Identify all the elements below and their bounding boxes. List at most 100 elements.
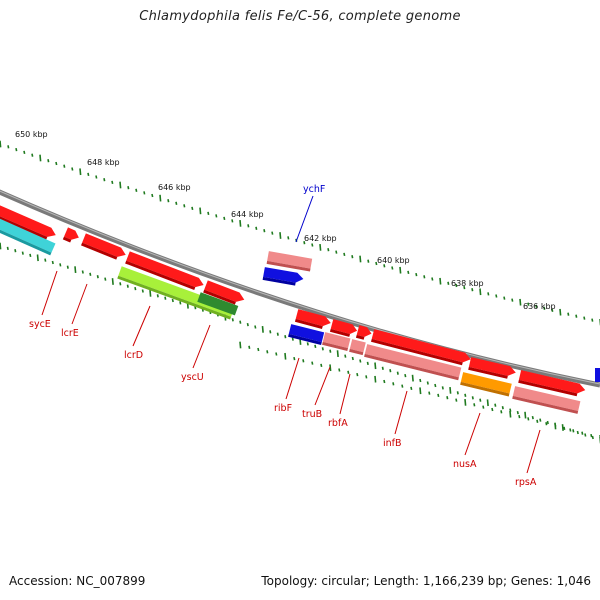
gene-shadow	[364, 353, 459, 381]
scale-tick	[516, 410, 519, 415]
gene-arrow-infB[interactable]	[371, 329, 472, 364]
gene-shadow	[329, 328, 351, 337]
scale-tick	[590, 433, 593, 438]
scale-label: 636 kbp	[523, 302, 556, 311]
scale-tick	[314, 344, 317, 349]
scale-tick	[495, 294, 498, 298]
gene-arrow-truB[interactable]	[330, 319, 359, 335]
gene-bar-blue-edge[interactable]	[595, 368, 600, 382]
gene-shadow	[0, 214, 48, 240]
scale-tick	[284, 335, 287, 339]
scale-tick	[366, 361, 369, 366]
gene-arrow-yscU[interactable]	[204, 280, 246, 304]
leader-line	[132, 305, 151, 347]
gene-label-infB[interactable]: infB	[383, 438, 402, 449]
scale-tick	[254, 325, 257, 329]
gene-bar-cyan[interactable]	[0, 217, 56, 253]
scale-tick	[539, 418, 542, 422]
gene-shadow	[0, 226, 52, 256]
feature-track-ticks	[239, 341, 600, 442]
scale-tick	[74, 266, 77, 273]
scale-tick	[36, 254, 39, 262]
scale-tick	[518, 414, 521, 419]
scale-tick	[151, 193, 154, 198]
scale-tick	[7, 145, 10, 149]
scale-tick	[179, 301, 182, 305]
scale-tick	[509, 410, 512, 418]
leader-line	[285, 357, 300, 400]
scale-tick	[126, 284, 129, 288]
gene-shadow	[294, 318, 323, 329]
scale-tick	[44, 258, 47, 262]
gene-label-nusA[interactable]: nusA	[453, 459, 477, 470]
scale-tick	[175, 201, 178, 205]
gene-label-rpsA[interactable]: rpsA	[515, 477, 537, 488]
gene-arrow-rpsA[interactable]	[518, 370, 587, 395]
gene-bar-orange[interactable]	[460, 372, 512, 394]
scale-tick	[239, 341, 242, 349]
scale-tick	[572, 429, 575, 433]
gene-arrow-rbfA[interactable]	[356, 325, 373, 338]
scale-tick	[494, 403, 497, 407]
scale-tick	[546, 420, 549, 425]
scale-tick	[263, 229, 266, 233]
gene-arrow-lcrD[interactable]	[126, 251, 205, 289]
scale-tick	[426, 381, 429, 385]
gene-bar-pink[interactable]	[349, 339, 366, 353]
gene-label-ribF[interactable]: ribF	[274, 403, 292, 414]
scale-tick	[269, 330, 272, 334]
gene-bar-pink[interactable]	[267, 251, 313, 269]
scale-tick	[581, 431, 584, 435]
gene-bar-pink[interactable]	[322, 332, 351, 349]
gene-label-rbfA[interactable]: rbfA	[328, 418, 348, 429]
leader-line	[295, 195, 314, 243]
gene-shadow	[349, 348, 364, 356]
scale-tick	[223, 216, 226, 221]
scale-tick	[391, 266, 394, 270]
gene-shadow	[203, 289, 236, 305]
gene-arrow-lcrE[interactable]	[82, 233, 127, 259]
scale-tick	[491, 407, 494, 412]
scale-tick	[21, 251, 24, 255]
scale-tick	[207, 211, 210, 216]
gene-label-truB[interactable]: truB	[302, 409, 322, 420]
gene-label-lcrE[interactable]: lcrE	[61, 328, 79, 339]
scale-tick	[392, 382, 395, 386]
gene-arrow-nusA[interactable]	[468, 357, 517, 377]
scale-tick	[554, 422, 557, 430]
scale-tick	[535, 304, 538, 308]
scale-tick	[335, 250, 338, 254]
scale-tick	[0, 242, 2, 250]
scale-tick	[411, 374, 414, 382]
gene-arrow-sycE[interactable]	[0, 205, 58, 239]
scale-tick	[381, 366, 384, 370]
scale-tick	[287, 236, 290, 240]
gene-bar-pink[interactable]	[364, 344, 462, 378]
scale-tick	[383, 379, 386, 384]
scale-tick	[306, 342, 309, 346]
scale-tick	[500, 410, 503, 414]
scale-tick	[359, 359, 362, 363]
gene-arrow-lcrE-small[interactable]	[64, 227, 81, 242]
gene-bar-darkgreen[interactable]	[197, 292, 239, 316]
scale-tick	[527, 417, 530, 421]
gene-label-yscU[interactable]: yscU	[181, 372, 204, 383]
scale-tick	[456, 391, 459, 395]
scale-tick	[231, 318, 234, 322]
leader-lines	[41, 195, 541, 474]
scale-tick	[239, 320, 242, 324]
gene-arrow-ribF[interactable]	[295, 309, 332, 328]
gene-arrow-ychF[interactable]	[263, 267, 304, 284]
gene-bar-blue[interactable]	[288, 324, 325, 343]
scale-tick	[536, 419, 539, 423]
gene-label-sycE[interactable]: sycE	[29, 319, 51, 330]
scale-tick	[431, 277, 434, 281]
gene-bar-pink[interactable]	[512, 386, 581, 411]
gene-label-ychF[interactable]: ychF	[303, 184, 325, 195]
gene-shadow	[262, 276, 296, 286]
gene-shadow	[117, 275, 232, 320]
scale-label: 646 kbp	[158, 183, 191, 192]
scale-tick	[31, 153, 34, 157]
gene-label-lcrD[interactable]: lcrD	[124, 350, 143, 361]
